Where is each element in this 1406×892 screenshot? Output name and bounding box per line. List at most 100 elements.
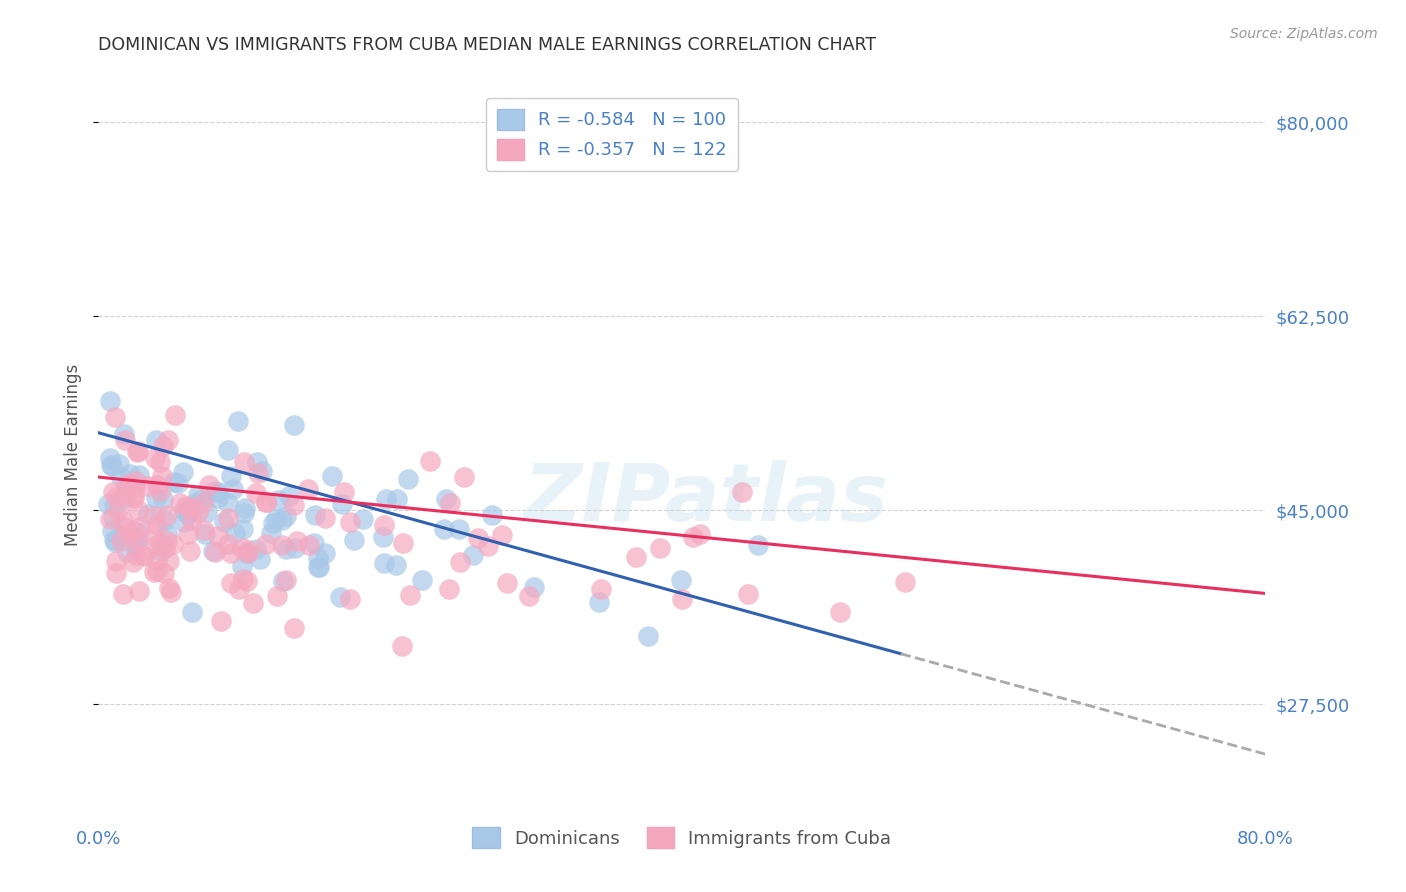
Point bbox=[624, 549, 647, 564]
Point bbox=[207, 485, 229, 500]
Point bbox=[204, 545, 226, 559]
Point bbox=[671, 592, 693, 607]
Point bbox=[128, 526, 150, 541]
Point bbox=[481, 508, 503, 522]
Point bbox=[105, 554, 128, 568]
Point bbox=[262, 516, 284, 530]
Point bbox=[375, 491, 398, 506]
Point bbox=[271, 574, 294, 588]
Point bbox=[127, 444, 149, 458]
Point bbox=[142, 565, 165, 579]
Point bbox=[165, 408, 187, 422]
Point bbox=[173, 504, 195, 518]
Point bbox=[284, 541, 307, 555]
Point bbox=[267, 493, 290, 508]
Point bbox=[392, 536, 415, 550]
Point bbox=[174, 500, 197, 514]
Point bbox=[491, 528, 513, 542]
Point bbox=[893, 575, 915, 590]
Point bbox=[236, 546, 259, 560]
Point bbox=[467, 532, 489, 546]
Point bbox=[236, 546, 259, 560]
Point bbox=[266, 590, 288, 604]
Point bbox=[181, 513, 204, 527]
Point bbox=[204, 483, 226, 498]
Point bbox=[115, 479, 138, 493]
Point bbox=[250, 464, 273, 478]
Point bbox=[232, 522, 254, 536]
Point bbox=[145, 491, 167, 505]
Point bbox=[434, 492, 457, 507]
Point bbox=[112, 426, 135, 441]
Point bbox=[127, 503, 149, 517]
Point bbox=[118, 476, 141, 491]
Point bbox=[110, 470, 132, 484]
Point bbox=[183, 496, 205, 510]
Point bbox=[114, 488, 136, 502]
Point bbox=[589, 582, 612, 596]
Point bbox=[399, 588, 422, 602]
Point bbox=[114, 519, 136, 533]
Point bbox=[517, 589, 540, 603]
Point bbox=[637, 629, 659, 643]
Point bbox=[224, 525, 246, 540]
Point bbox=[101, 510, 124, 524]
Point bbox=[156, 508, 179, 522]
Point bbox=[477, 539, 499, 553]
Point bbox=[217, 511, 239, 525]
Point bbox=[145, 538, 167, 552]
Point bbox=[297, 482, 319, 496]
Point bbox=[302, 536, 325, 550]
Point bbox=[146, 564, 169, 578]
Point bbox=[232, 455, 254, 469]
Point bbox=[373, 517, 395, 532]
Point bbox=[254, 537, 277, 551]
Point bbox=[152, 469, 174, 483]
Point bbox=[245, 541, 267, 556]
Point bbox=[125, 474, 148, 488]
Point bbox=[177, 507, 200, 521]
Point bbox=[385, 491, 408, 506]
Point bbox=[152, 491, 174, 506]
Point bbox=[121, 523, 143, 537]
Point bbox=[136, 507, 159, 521]
Text: ZIPatlas: ZIPatlas bbox=[523, 459, 887, 538]
Point bbox=[125, 532, 148, 546]
Point bbox=[150, 544, 173, 558]
Point bbox=[108, 529, 131, 543]
Point bbox=[307, 550, 329, 565]
Point bbox=[689, 526, 711, 541]
Point bbox=[157, 581, 180, 595]
Point bbox=[124, 480, 146, 494]
Point bbox=[373, 530, 395, 544]
Point bbox=[439, 495, 461, 509]
Point bbox=[120, 529, 142, 543]
Point bbox=[153, 541, 176, 556]
Point bbox=[731, 485, 754, 500]
Point bbox=[180, 605, 202, 619]
Point bbox=[650, 541, 672, 555]
Point bbox=[100, 458, 122, 472]
Point bbox=[523, 580, 546, 594]
Point bbox=[588, 595, 610, 609]
Point bbox=[194, 526, 217, 541]
Point bbox=[193, 523, 215, 537]
Point bbox=[266, 512, 288, 526]
Point bbox=[221, 576, 243, 591]
Point bbox=[352, 512, 374, 526]
Point bbox=[219, 469, 242, 483]
Point bbox=[260, 525, 283, 540]
Point bbox=[103, 498, 125, 512]
Point bbox=[125, 549, 148, 563]
Point bbox=[285, 534, 308, 549]
Point bbox=[179, 500, 201, 514]
Point bbox=[314, 546, 336, 560]
Point bbox=[461, 548, 484, 562]
Point bbox=[496, 576, 519, 591]
Point bbox=[107, 457, 129, 471]
Point bbox=[396, 472, 419, 486]
Point bbox=[104, 535, 127, 549]
Point bbox=[276, 542, 298, 557]
Point bbox=[308, 560, 330, 574]
Point bbox=[249, 552, 271, 566]
